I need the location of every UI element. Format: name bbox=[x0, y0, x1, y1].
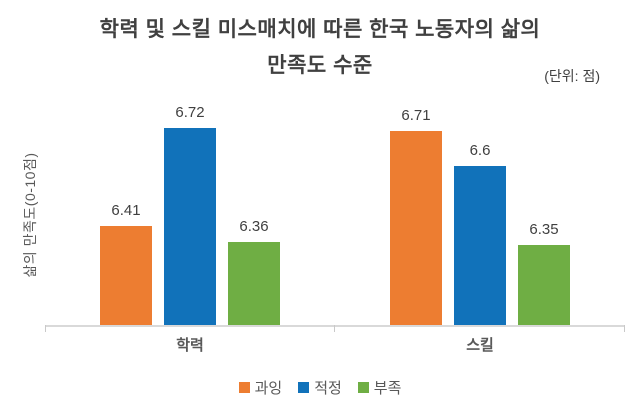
bar-over-skill bbox=[390, 131, 442, 325]
legend-label-adequate: 적정 bbox=[314, 380, 342, 397]
category-label-education: 학력 bbox=[176, 337, 204, 354]
bar-value-label-over-education: 6.41 bbox=[111, 202, 141, 219]
chart-title-line2: 만족도 수준 bbox=[267, 54, 373, 77]
bar-value-label-under-education: 6.36 bbox=[239, 218, 269, 235]
bar-over-education bbox=[100, 226, 152, 325]
bar-adequate-education bbox=[164, 128, 216, 325]
chart-title: 학력 및 스킬 미스매치에 따른 한국 노동자의 삶의 만족도 수준 bbox=[0, 12, 640, 84]
x-axis-tick-right bbox=[624, 325, 625, 332]
bar-adequate-skill bbox=[454, 166, 506, 325]
chart-title-line1: 학력 및 스킬 미스매치에 따른 한국 노동자의 삶의 bbox=[99, 18, 541, 41]
legend-item-adequate: 적정 bbox=[298, 377, 342, 398]
bar-value-label-adequate-education: 6.72 bbox=[175, 104, 205, 121]
legend: 과잉 적정 부족 bbox=[0, 377, 640, 398]
legend-swatch-under bbox=[357, 382, 369, 393]
bar-value-label-under-skill: 6.35 bbox=[529, 221, 559, 238]
legend-label-over: 과잉 bbox=[254, 380, 283, 397]
legend-item-over: 과잉 bbox=[238, 377, 283, 398]
x-axis-line bbox=[45, 325, 625, 327]
legend-swatch-adequate bbox=[298, 382, 310, 393]
unit-note: (단위: 점) bbox=[544, 68, 600, 84]
bar-under-skill bbox=[518, 245, 570, 325]
legend-swatch-over bbox=[238, 382, 250, 393]
x-axis-tick-middle bbox=[334, 325, 335, 332]
bar-value-label-adequate-skill: 6.6 bbox=[469, 142, 491, 159]
bar-value-label-over-skill: 6.71 bbox=[401, 107, 431, 124]
category-label-skill: 스킬 bbox=[466, 337, 494, 354]
x-axis-tick-left bbox=[45, 325, 46, 332]
legend-label-under: 부족 bbox=[373, 380, 402, 397]
legend-item-under: 부족 bbox=[357, 377, 402, 398]
bar-under-education bbox=[228, 242, 280, 325]
